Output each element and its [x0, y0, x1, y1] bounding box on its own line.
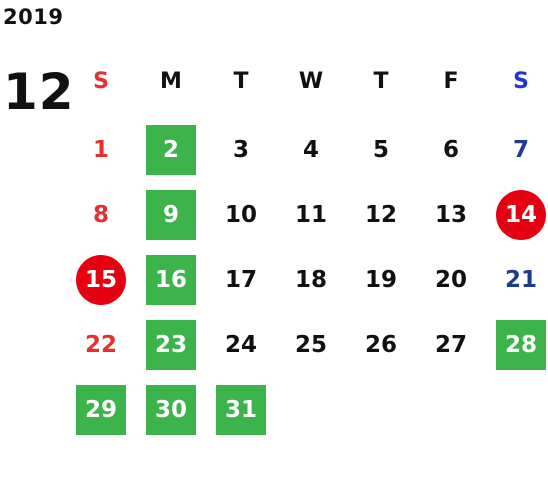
day-cell-5[interactable]: 5 [372, 137, 389, 163]
day-cell-12[interactable]: 12 [364, 202, 397, 228]
day-cell-21[interactable]: 21 [504, 267, 537, 293]
weekday-header-tue: T [233, 68, 249, 94]
day-cell-17[interactable]: 17 [224, 267, 257, 293]
day-cell-11[interactable]: 11 [294, 202, 327, 228]
day-cell-18[interactable]: 18 [294, 267, 327, 293]
day-cell-22[interactable]: 22 [84, 332, 117, 358]
weekday-header-sat: S [513, 68, 529, 94]
day-cell-6[interactable]: 6 [442, 137, 459, 163]
day-cell-31[interactable]: 31 [216, 385, 266, 435]
day-cell-7[interactable]: 7 [512, 137, 529, 163]
day-cell-27[interactable]: 27 [434, 332, 467, 358]
day-cell-29[interactable]: 29 [76, 385, 126, 435]
year-label: 2019 [3, 5, 64, 29]
weekday-header-thu: T [373, 68, 389, 94]
day-cell-23[interactable]: 23 [146, 320, 196, 370]
day-cell-25[interactable]: 25 [294, 332, 327, 358]
day-cell-10[interactable]: 10 [224, 202, 257, 228]
day-cell-26[interactable]: 26 [364, 332, 397, 358]
day-cell-4[interactable]: 4 [302, 137, 319, 163]
day-cell-1[interactable]: 1 [92, 137, 109, 163]
day-cell-9[interactable]: 9 [146, 190, 196, 240]
day-cell-2[interactable]: 2 [146, 125, 196, 175]
weekday-header-sun: S [93, 68, 109, 94]
day-cell-16[interactable]: 16 [146, 255, 196, 305]
day-cell-15[interactable]: 15 [76, 255, 126, 305]
day-cell-30[interactable]: 30 [146, 385, 196, 435]
day-cell-14[interactable]: 14 [496, 190, 546, 240]
day-cell-20[interactable]: 20 [434, 267, 467, 293]
weekday-header-mon: M [160, 68, 182, 94]
day-cell-3[interactable]: 3 [232, 137, 249, 163]
day-cell-13[interactable]: 13 [434, 202, 467, 228]
day-cell-24[interactable]: 24 [224, 332, 257, 358]
month-number: 12 [3, 63, 75, 121]
day-cell-19[interactable]: 19 [364, 267, 397, 293]
day-cell-8[interactable]: 8 [92, 202, 109, 228]
day-cell-28[interactable]: 28 [496, 320, 546, 370]
weekday-header-fri: F [443, 68, 459, 94]
weekday-header-wed: W [298, 68, 324, 94]
